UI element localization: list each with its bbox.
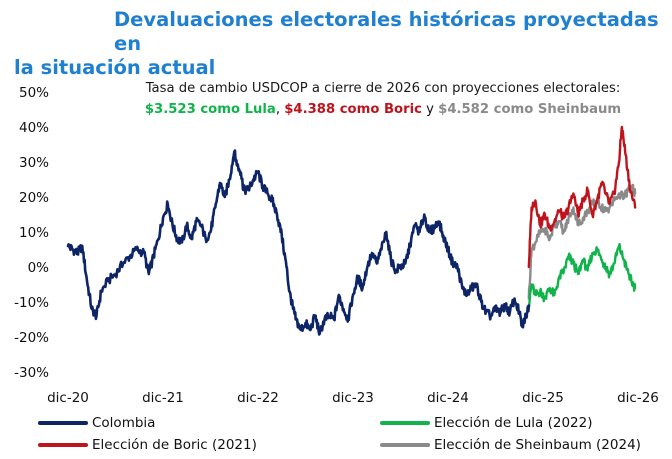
legend-item-boric: Elección de Boric (2021) (38, 435, 257, 455)
x-tick-label: dic-22 (237, 390, 279, 406)
subtitle-boric: $4.388 como Boric (284, 102, 422, 117)
legend-swatch-lula (380, 421, 430, 425)
legend-item-sheinbaum: Elección de Sheinbaum (2024) (380, 435, 641, 455)
chart-subtitle: Tasa de cambio USDCOP a cierre de 2026 c… (96, 78, 670, 120)
series-layer (66, 125, 637, 336)
subtitle-sheinbaum: $4.582 como Sheinbaum (438, 102, 622, 117)
x-axis: dic-20 dic-21 dic-22 dic-23 dic-24 dic-25 dic-… (47, 390, 659, 406)
chart-title: Devaluaciones electorales históricas pro… (14, 8, 662, 80)
y-tick-label: 10% (19, 225, 49, 241)
y-tick-label: 20% (19, 190, 49, 206)
y-tick-label: 30% (19, 155, 49, 171)
subtitle-line-2: $3.523 como Lula, $4.388 como Boric y $4… (96, 99, 670, 120)
legend-item-colombia: Colombia (38, 413, 155, 433)
series-boric-line (527, 125, 637, 269)
y-tick-label: -30% (14, 365, 49, 381)
x-tick-label: dic-24 (427, 390, 469, 406)
y-tick-label: -10% (14, 295, 49, 311)
y-tick-label: -20% (14, 330, 49, 346)
legend-label-lula: Elección de Lula (2022) (434, 415, 593, 431)
legend-swatch-boric (38, 443, 88, 447)
y-axis: 50% 40% 30% 20% 10% 0% -10% -20% -30% (14, 85, 49, 381)
x-tick-label: dic-23 (332, 390, 374, 406)
y-tick-label: 40% (19, 120, 49, 136)
subtitle-line-1: Tasa de cambio USDCOP a cierre de 2026 c… (145, 81, 621, 96)
x-tick-label: dic-20 (47, 390, 89, 406)
title-line-2: la situación actual (14, 56, 216, 79)
y-tick-label: 50% (19, 85, 49, 101)
subtitle-separator-1: , (275, 102, 285, 117)
y-tick-label: 0% (28, 260, 50, 276)
subtitle-lula: $3.523 como Lula (144, 102, 276, 117)
series-colombia-line (66, 149, 531, 336)
legend-label-sheinbaum: Elección de Sheinbaum (2024) (434, 437, 641, 453)
x-tick-label: dic-21 (142, 390, 184, 406)
subtitle-separator-2: y (421, 102, 439, 117)
title-line-1: Devaluaciones electorales históricas pro… (114, 8, 659, 55)
legend-item-lula: Elección de Lula (2022) (380, 413, 593, 433)
legend-label-colombia: Colombia (92, 415, 156, 431)
legend-swatch-colombia (38, 421, 88, 425)
legend-swatch-sheinbaum (380, 443, 430, 447)
x-tick-label: dic-25 (522, 390, 564, 406)
legend-label-boric: Elección de Boric (2021) (92, 437, 257, 453)
x-tick-label: dic-26 (617, 390, 659, 406)
series-sheinbaum-line (527, 183, 637, 300)
series-lula-line (527, 242, 637, 308)
